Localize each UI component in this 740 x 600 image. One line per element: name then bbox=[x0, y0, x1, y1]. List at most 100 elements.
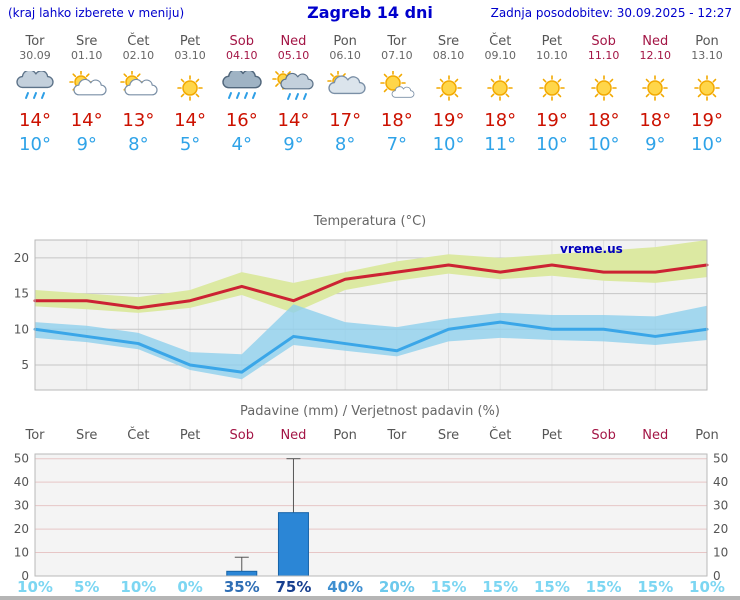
svg-text:40: 40 bbox=[713, 475, 728, 489]
day-date-label: 09.10 bbox=[484, 49, 516, 62]
day-date-label: 11.10 bbox=[587, 49, 620, 62]
precip-probability-label: 5% bbox=[73, 578, 100, 596]
precip-probability-label: 15% bbox=[430, 578, 467, 596]
day-column[interactable]: Tor 07.10 18° 7° bbox=[370, 34, 424, 155]
svg-text:15: 15 bbox=[14, 287, 29, 301]
precip-probability-label: 40% bbox=[327, 578, 364, 596]
day-date-label: 12.10 bbox=[639, 49, 672, 62]
day-name-label: Sre bbox=[76, 34, 98, 49]
min-temp-label: 7° bbox=[386, 134, 408, 155]
min-temp-label: 10° bbox=[432, 134, 465, 155]
day-name-label: Čet bbox=[489, 34, 512, 49]
day-name-label: Tor bbox=[387, 34, 407, 49]
svg-text:20: 20 bbox=[713, 522, 728, 536]
sunny-icon bbox=[473, 71, 527, 105]
day-date-label: 01.10 bbox=[70, 49, 103, 62]
max-temp-label: 14° bbox=[174, 110, 207, 131]
precip-day-label: Ned bbox=[280, 428, 307, 443]
max-temp-label: 19° bbox=[535, 110, 568, 131]
svg-text:30: 30 bbox=[713, 499, 728, 513]
day-name-label: Pet bbox=[541, 34, 563, 49]
day-column[interactable]: Ned 12.10 18° 9° bbox=[628, 34, 682, 155]
min-temp-label: 10° bbox=[587, 134, 620, 155]
day-column[interactable]: Sob 04.10 16° 4° bbox=[215, 34, 269, 155]
precip-probability-label: 15% bbox=[533, 578, 570, 596]
min-temp-label: 9° bbox=[76, 134, 97, 155]
day-date-label: 30.09 bbox=[19, 49, 51, 62]
day-name-label: Sob bbox=[591, 34, 616, 49]
max-temp-label: 18° bbox=[380, 110, 413, 131]
precip-day-label: Pon bbox=[333, 428, 357, 443]
sunny-icon bbox=[525, 71, 579, 105]
precip-probability-label: 10% bbox=[17, 578, 53, 596]
max-temp-label: 18° bbox=[484, 110, 517, 131]
last-updated-label: Zadnja posodobitev: 30.09.2025 - 12:27 bbox=[490, 6, 732, 20]
footer-divider bbox=[0, 596, 740, 600]
day-column[interactable]: Pet 03.10 14° 5° bbox=[163, 34, 217, 155]
precip-probability-label: 0% bbox=[177, 578, 203, 596]
precip-probability-label: 75% bbox=[275, 578, 312, 596]
max-temp-label: 16° bbox=[225, 110, 258, 131]
min-temp-label: 8° bbox=[334, 134, 356, 155]
day-column[interactable]: Sob 11.10 18° 10° bbox=[577, 34, 631, 155]
day-name-label: Pon bbox=[695, 34, 719, 49]
day-column[interactable]: Sre 01.10 14° 9° bbox=[60, 34, 114, 155]
mostly-sunny-icon bbox=[370, 70, 424, 105]
day-date-label: 07.10 bbox=[381, 49, 413, 62]
precip-day-label: Tor bbox=[25, 428, 45, 443]
day-date-label: 02.10 bbox=[122, 49, 155, 62]
day-date-label: 13.10 bbox=[691, 49, 723, 62]
day-name-label: Sre bbox=[437, 34, 460, 49]
precip-day-label: Pet bbox=[541, 428, 563, 443]
day-column[interactable]: Ned 05.10 14° 9° bbox=[266, 34, 320, 155]
svg-text:50: 50 bbox=[713, 452, 728, 466]
precip-day-label: Sre bbox=[437, 428, 460, 443]
day-name-label: Ned bbox=[280, 34, 307, 49]
day-name-label: Sob bbox=[229, 34, 254, 49]
max-temp-label: 17° bbox=[329, 110, 362, 131]
day-date-label: 04.10 bbox=[226, 49, 258, 62]
min-temp-label: 8° bbox=[128, 134, 149, 155]
svg-text:10: 10 bbox=[14, 546, 29, 560]
precipitation-chart-title: Padavine (mm) / Verjetnost padavin (%) bbox=[240, 404, 500, 419]
day-name-label: Tor bbox=[25, 34, 45, 49]
svg-text:20: 20 bbox=[14, 251, 29, 265]
partly-cloudy-icon bbox=[111, 70, 165, 105]
day-date-label: 03.10 bbox=[174, 49, 206, 62]
precip-day-label: Čet bbox=[489, 428, 512, 443]
max-temp-label: 14° bbox=[70, 110, 103, 131]
svg-text:50: 50 bbox=[14, 452, 29, 466]
svg-text:40: 40 bbox=[14, 475, 29, 489]
precip-probability-label: 15% bbox=[637, 578, 674, 596]
min-temp-label: 5° bbox=[179, 134, 201, 155]
day-date-label: 10.10 bbox=[536, 49, 568, 62]
day-name-label: Ned bbox=[642, 34, 669, 49]
max-temp-label: 19° bbox=[432, 110, 465, 131]
max-temp-label: 13° bbox=[122, 110, 155, 131]
min-temp-label: 9° bbox=[283, 134, 304, 155]
day-column[interactable]: Pet 10.10 19° 10° bbox=[525, 34, 579, 155]
precip-day-label: Ned bbox=[642, 428, 669, 443]
vreme-us-watermark-link[interactable]: vreme.us bbox=[560, 242, 623, 256]
svg-text:20: 20 bbox=[14, 522, 29, 536]
day-column[interactable]: Tor 30.09 14° 10° bbox=[8, 34, 62, 155]
min-temp-label: 4° bbox=[231, 134, 252, 155]
day-column[interactable]: Pon 13.10 19° 10° bbox=[680, 34, 734, 155]
partly-cloudy-icon bbox=[60, 70, 114, 105]
day-column[interactable]: Pon 06.10 17° 8° bbox=[318, 34, 372, 155]
day-column[interactable]: Sre 08.10 19° 10° bbox=[422, 34, 476, 155]
day-column[interactable]: Čet 02.10 13° 8° bbox=[111, 34, 165, 155]
precip-probability-label: 15% bbox=[585, 578, 622, 596]
max-temp-label: 14° bbox=[19, 110, 51, 131]
day-column[interactable]: Čet 09.10 18° 11° bbox=[473, 34, 527, 155]
precip-day-label: Sob bbox=[229, 428, 254, 443]
svg-text:5: 5 bbox=[21, 358, 29, 372]
heavy-rain-icon bbox=[215, 68, 269, 105]
min-temp-label: 11° bbox=[484, 134, 517, 155]
sunny-icon bbox=[577, 71, 631, 105]
min-temp-label: 9° bbox=[645, 134, 666, 155]
temperature-chart-title: Temperatura (°C) bbox=[313, 214, 427, 229]
day-name-label: Pon bbox=[333, 34, 357, 49]
sunny-icon bbox=[163, 71, 217, 105]
